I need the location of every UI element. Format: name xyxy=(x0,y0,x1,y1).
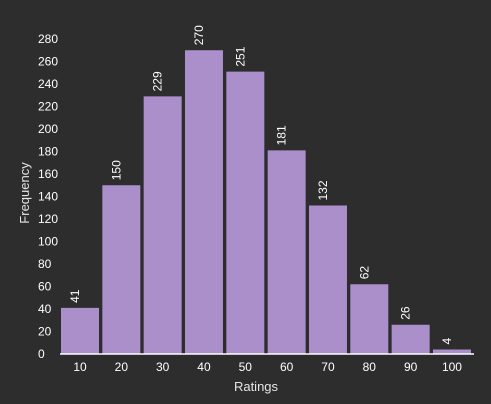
x-tick-label: 80 xyxy=(363,360,377,374)
bar xyxy=(143,96,182,354)
y-tick-label: 120 xyxy=(38,212,58,226)
bar-value-label: 132 xyxy=(316,180,330,200)
bar xyxy=(102,185,141,354)
y-tick-label: 40 xyxy=(38,302,52,316)
bars xyxy=(61,50,471,354)
y-tick-label: 260 xyxy=(38,55,58,69)
x-tick-label: 50 xyxy=(239,360,253,374)
x-tick-label: 90 xyxy=(404,360,418,374)
y-tick-label: 20 xyxy=(38,325,52,339)
bar-value-label: 150 xyxy=(109,160,123,180)
x-tick-label: 30 xyxy=(156,360,170,374)
y-tick-label: 220 xyxy=(38,100,58,114)
x-axis-ticks: 10 20 30 40 50 60 70 80 90 100 xyxy=(73,360,462,374)
x-tick-label: 10 xyxy=(73,360,87,374)
bar-value-label: 26 xyxy=(399,306,413,320)
bar xyxy=(226,71,265,354)
x-tick-label: 60 xyxy=(280,360,294,374)
bar xyxy=(184,50,223,354)
y-tick-label: 0 xyxy=(38,347,45,361)
y-tick-label: 100 xyxy=(38,235,58,249)
x-tick-label: 100 xyxy=(442,360,462,374)
bar-value-label: 251 xyxy=(233,46,247,66)
bar-value-label: 270 xyxy=(192,25,206,45)
y-tick-label: 240 xyxy=(38,77,58,91)
bar xyxy=(432,349,471,354)
bar-value-label: 4 xyxy=(440,338,454,345)
bar-value-label: 41 xyxy=(68,289,82,303)
bar xyxy=(267,150,306,354)
y-axis-ticks: 0 20 40 60 80 100 120 140 160 180 200 220 240 260 280 xyxy=(38,32,58,361)
y-tick-label: 280 xyxy=(38,32,58,46)
bar-value-label: 181 xyxy=(275,125,289,145)
bar xyxy=(61,307,99,354)
y-tick-label: 140 xyxy=(38,190,58,204)
x-tick-label: 20 xyxy=(115,360,129,374)
bar-value-label: 62 xyxy=(357,266,371,280)
bar xyxy=(350,284,389,354)
y-tick-label: 200 xyxy=(38,122,58,136)
y-axis-title: Frequency xyxy=(17,162,32,224)
bar xyxy=(308,205,347,354)
y-tick-label: 80 xyxy=(38,257,52,271)
y-tick-label: 160 xyxy=(38,167,58,181)
bar-value-labels: 41 150 229 270 251 181 132 62 26 4 xyxy=(68,25,454,345)
bar-value-label: 229 xyxy=(151,71,165,91)
x-axis-title: Ratings xyxy=(234,379,279,394)
x-tick-label: 40 xyxy=(197,360,211,374)
y-tick-label: 180 xyxy=(38,145,58,159)
x-tick-label: 70 xyxy=(321,360,335,374)
bar xyxy=(391,324,430,354)
y-tick-label: 60 xyxy=(38,280,52,294)
